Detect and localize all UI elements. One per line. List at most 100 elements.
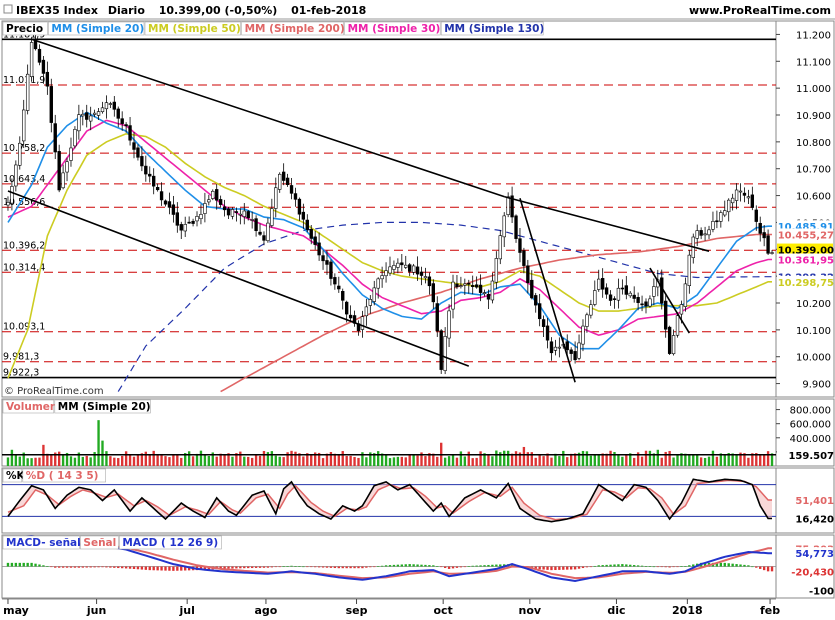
volume-legend-box-1 [54,399,151,414]
price-tick-label: 10.800 [796,138,831,149]
candle-body [77,114,81,132]
volume-bar [321,458,325,466]
macd-histogram-bar [443,566,447,569]
macd-histogram-bar [26,562,29,567]
volume-bar [195,453,199,466]
macd-histogram-bar [373,566,376,568]
price-tick-label: 10.900 [796,111,831,122]
macd-histogram-bar [759,566,762,569]
macd-histogram-bar [440,566,443,568]
volume-bar [723,454,726,466]
volume-bar [487,454,490,466]
candle-body [124,124,128,127]
candle-body [325,260,329,265]
volume-bar [420,452,423,466]
candle-body [49,86,53,123]
price-legend-3: MM (Simple 200) [245,23,345,35]
volume-bar [684,453,687,466]
candle-body [541,319,546,327]
macd-histogram-bar [762,566,766,571]
candle-body [719,212,723,222]
candle-body [211,190,215,199]
macd-histogram-bar [388,565,392,567]
candle-body [136,147,140,158]
macd-histogram-bar [447,566,451,569]
volume-bar [6,457,10,466]
volume-bar [688,455,691,466]
candle-body [400,262,404,266]
volume-bar [676,454,679,466]
macd-histogram-bar [640,565,644,567]
volume-bar [349,455,352,466]
volume-bar [73,457,77,466]
level-label: 10.314,4 [3,262,45,273]
macd-histogram-bar [310,566,313,568]
macd-histogram-bar [81,566,84,568]
volume-bar [380,453,384,466]
trendline[interactable] [31,38,505,198]
macd-histogram-bar [18,562,21,567]
trendline[interactable] [519,198,576,383]
volume-bar [105,451,108,466]
macd-histogram-bar [668,566,671,568]
macd-histogram-bar [633,565,636,567]
candle-body [313,236,317,245]
macd-histogram-bar [384,565,388,567]
candle-body [600,278,605,290]
volume-bar [605,453,608,466]
candle-body [69,147,73,161]
candle-body [376,278,380,289]
stochastic-panel[interactable]: %K %D ( 14 3 5) 51,401 16,420 [1,467,835,534]
volume-bar [235,453,238,466]
volume-bar [333,453,337,466]
macd-histogram-bar [581,566,585,569]
macd-histogram-bar [392,564,396,567]
macd-histogram-bar [617,564,620,567]
price-frame [1,20,777,398]
macd-histogram-bar [349,566,352,569]
macd-right-label-1-bg [777,547,833,560]
macd-legend-box-2 [119,535,222,550]
candle-body [750,194,755,208]
candle-body [167,201,172,208]
trendline[interactable] [7,190,470,367]
macd-histogram-bar [483,565,486,567]
macd-histogram-bar [140,566,144,570]
candle-body [612,298,617,300]
volume-bar [144,451,147,466]
candle-body [664,300,668,330]
trendline[interactable] [649,267,691,334]
macd-histogram-bar [239,566,242,569]
price-legend-1: MM (Simple 20) [51,23,144,35]
volume-bar [156,455,159,466]
macd-histogram-bar [69,566,73,568]
price-panel[interactable]: 11.200 11.100 11.000 10.900 10.800 10.700 10.6… [1,20,835,398]
level-label: 10.758,2 [3,143,45,154]
volume-bar [743,453,746,466]
price-right-label-2-bg [777,243,833,256]
price-axis-frame [775,20,835,398]
macd-histogram-bar [223,566,226,569]
candle-body [486,293,491,300]
macd-histogram-bar [471,565,474,567]
volume-bar [270,451,274,466]
macd-histogram-bar [93,566,96,568]
volume-bar [711,450,715,466]
macd-histogram-bar [160,566,163,571]
macd-histogram-bar [613,564,616,567]
macd-right-label-1: 54,773 [795,549,834,560]
macd-histogram-bar [731,563,734,567]
macd-histogram-bar [692,564,695,567]
macd-histogram-bar [282,566,285,568]
trendline[interactable] [504,195,710,252]
macd-histogram-bar [766,566,770,572]
macd-histogram-bar [436,566,439,567]
volume-legend-box-0 [2,399,55,414]
candle-body [199,214,203,220]
candle-body [317,242,321,256]
price-tick-label: 11.200 [796,30,831,41]
volume-bar [424,456,427,466]
volume-bar [258,455,262,466]
